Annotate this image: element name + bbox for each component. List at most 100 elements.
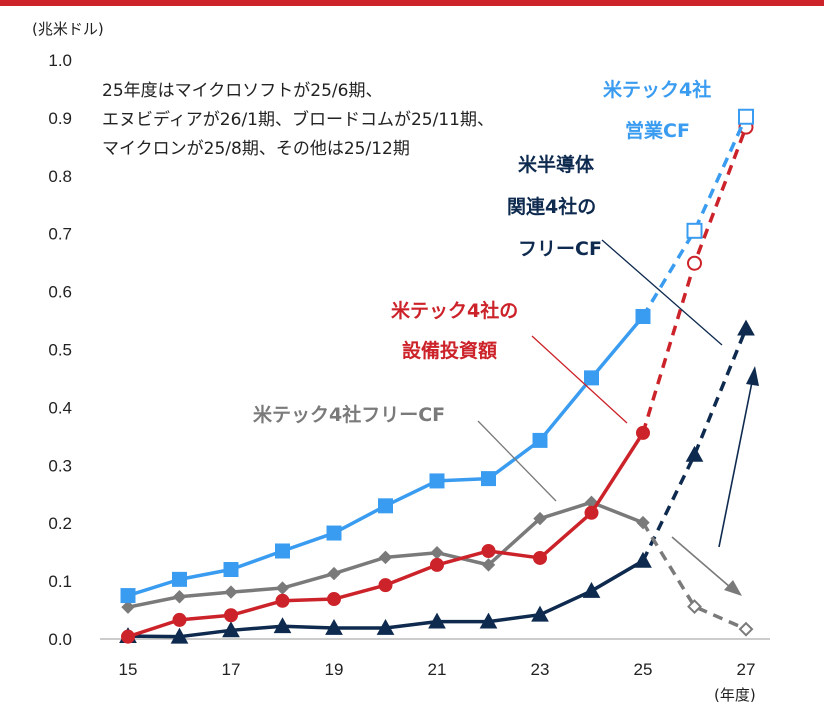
- trend-arrow-down-head-icon: [724, 580, 742, 596]
- top-red-bar: [0, 0, 824, 6]
- data-point: [273, 617, 292, 634]
- y-tick-label: 0.6: [48, 283, 72, 302]
- series-line-forecast: [641, 126, 748, 434]
- data-point: [275, 581, 290, 595]
- data-point: [687, 255, 702, 271]
- callout-lines: [477, 239, 723, 502]
- x-unit-label: (年度): [714, 686, 756, 704]
- data-point: [326, 525, 342, 541]
- label-red-line-2: 設備投資額: [402, 339, 497, 362]
- callout-line-red: [531, 335, 628, 424]
- x-tick-label: 19: [325, 660, 344, 679]
- note-text: 25年度はマイクロソフトが25/6期、 エヌビディアが26/1期、ブロードコムが…: [102, 81, 494, 159]
- data-point: [223, 562, 239, 578]
- series-line-actual: [127, 431, 645, 639]
- data-point: [172, 590, 187, 604]
- data-point: [738, 621, 754, 637]
- data-point: [481, 558, 496, 572]
- series-blue: [120, 108, 754, 604]
- x-tick-label: 17: [222, 660, 241, 679]
- data-point: [224, 608, 238, 623]
- y-tick-label: 1.0: [48, 51, 72, 70]
- data-point: [582, 581, 601, 598]
- note-line-3: マイクロンが25/8期、その他は25/12期: [102, 139, 410, 159]
- data-point: [636, 425, 650, 440]
- data-point: [121, 600, 135, 614]
- x-axis-ticks: 15 17 19 21 23 25 27: [119, 660, 756, 679]
- x-tick-label: 27: [737, 660, 756, 679]
- x-tick-label: 21: [428, 660, 447, 679]
- data-point: [738, 108, 754, 125]
- data-point: [479, 612, 498, 629]
- data-point: [532, 432, 548, 448]
- series-red: [121, 119, 754, 644]
- data-point: [275, 593, 290, 608]
- data-point: [327, 566, 341, 581]
- label-blue-line-1: 米テック4社: [603, 78, 711, 101]
- y-tick-label: 0.9: [48, 109, 72, 128]
- data-point: [222, 621, 240, 638]
- data-point: [121, 629, 135, 644]
- y-tick-label: 0.1: [48, 572, 72, 591]
- data-point: [635, 308, 651, 324]
- data-point: [685, 445, 704, 462]
- data-point: [636, 515, 650, 530]
- x-tick-label: 23: [531, 660, 550, 679]
- data-point: [584, 370, 599, 386]
- data-point: [481, 471, 496, 487]
- data-point: [481, 543, 496, 558]
- data-point: [430, 546, 444, 560]
- label-gray-line-1: 米テック4社フリーCF: [253, 403, 445, 426]
- series-navy: [119, 319, 755, 644]
- trend-arrows: [671, 366, 759, 596]
- label-navy-line-3: フリーCF: [518, 238, 602, 260]
- y-tick-label: 0.2: [48, 514, 72, 533]
- y-tick-label: 0.7: [48, 225, 72, 244]
- y-tick-label: 0.3: [48, 456, 72, 475]
- data-point: [687, 599, 702, 614]
- y-tick-label: 0.0: [48, 630, 72, 649]
- data-point: [686, 222, 703, 239]
- trend-arrow-up-shaft: [718, 381, 753, 548]
- data-point: [325, 618, 343, 635]
- data-point: [224, 585, 238, 599]
- series-gray: [121, 495, 754, 637]
- data-point: [275, 543, 290, 559]
- data-point: [327, 592, 341, 607]
- data-point: [737, 319, 755, 336]
- y-axis-ticks: 0.0 0.1 0.2 0.3 0.4 0.5 0.6 0.7 0.8 0.9 1.0: [48, 51, 72, 649]
- data-point: [120, 588, 136, 604]
- series-line-forecast: [641, 116, 748, 318]
- series-layer: [119, 108, 755, 644]
- data-point: [533, 550, 547, 565]
- data-point: [172, 612, 187, 627]
- callout-line-gray: [477, 420, 557, 502]
- data-point: [634, 551, 652, 568]
- callout-line-navy: [601, 239, 723, 346]
- x-tick-label: 25: [634, 660, 653, 679]
- data-point: [378, 578, 393, 593]
- trend-arrow-up-head-icon: [746, 366, 759, 386]
- data-point: [428, 612, 446, 629]
- data-point: [378, 498, 393, 514]
- data-point: [429, 473, 445, 489]
- data-point: [533, 511, 547, 526]
- y-tick-label: 0.4: [48, 398, 72, 417]
- label-navy-line-2: 関連4社の: [507, 195, 596, 218]
- y-unit-label: (兆米ドル): [32, 20, 104, 38]
- y-tick-label: 0.5: [48, 341, 72, 360]
- data-point: [376, 618, 395, 635]
- data-point: [430, 557, 444, 572]
- data-point: [172, 571, 187, 587]
- label-red-line-1: 米テック4社の: [391, 299, 518, 322]
- x-tick-label: 15: [119, 660, 138, 679]
- data-point: [531, 605, 549, 622]
- y-tick-label: 0.8: [48, 167, 72, 186]
- data-point: [170, 627, 189, 644]
- note-line-1: 25年度はマイクロソフトが25/6期、: [102, 81, 382, 101]
- trend-arrow-down-shaft: [671, 536, 731, 588]
- data-point: [584, 505, 599, 520]
- series-line-forecast: [641, 327, 748, 562]
- series-labels: 米テック4社 営業CF 米半導体 関連4社の フリーCF 米テック4社の 設備投…: [253, 78, 711, 426]
